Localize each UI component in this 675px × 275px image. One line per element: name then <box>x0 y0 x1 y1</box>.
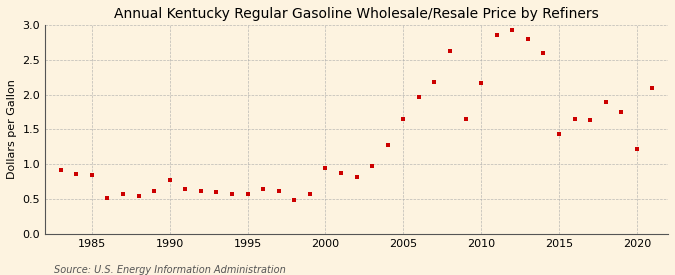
Point <box>102 196 113 200</box>
Point <box>600 99 611 104</box>
Point <box>476 81 487 86</box>
Title: Annual Kentucky Regular Gasoline Wholesale/Resale Price by Refiners: Annual Kentucky Regular Gasoline Wholesa… <box>114 7 599 21</box>
Point <box>647 86 658 90</box>
Point <box>242 191 253 196</box>
Point <box>86 173 97 178</box>
Point <box>632 147 643 151</box>
Point <box>133 193 144 198</box>
Point <box>429 80 440 84</box>
Point <box>258 186 269 191</box>
Point <box>196 189 207 193</box>
Point <box>117 192 128 196</box>
Point <box>180 186 190 191</box>
Point <box>227 192 238 196</box>
Point <box>569 117 580 121</box>
Point <box>351 175 362 180</box>
Point <box>367 164 377 169</box>
Point <box>55 168 66 172</box>
Point <box>445 49 456 54</box>
Point <box>398 117 408 121</box>
Text: Source: U.S. Energy Information Administration: Source: U.S. Energy Information Administ… <box>54 265 286 275</box>
Point <box>289 198 300 203</box>
Point <box>554 131 564 136</box>
Point <box>335 171 346 175</box>
Point <box>585 118 595 123</box>
Y-axis label: Dollars per Gallon: Dollars per Gallon <box>7 79 17 179</box>
Point <box>414 95 425 99</box>
Point <box>148 189 159 193</box>
Point <box>211 190 222 194</box>
Point <box>507 28 518 33</box>
Point <box>71 172 82 176</box>
Point <box>460 117 471 121</box>
Point <box>522 37 533 41</box>
Point <box>164 177 175 182</box>
Point <box>273 189 284 193</box>
Point <box>616 110 626 114</box>
Point <box>382 143 393 148</box>
Point <box>304 191 315 196</box>
Point <box>491 32 502 37</box>
Point <box>320 166 331 170</box>
Point <box>538 51 549 55</box>
